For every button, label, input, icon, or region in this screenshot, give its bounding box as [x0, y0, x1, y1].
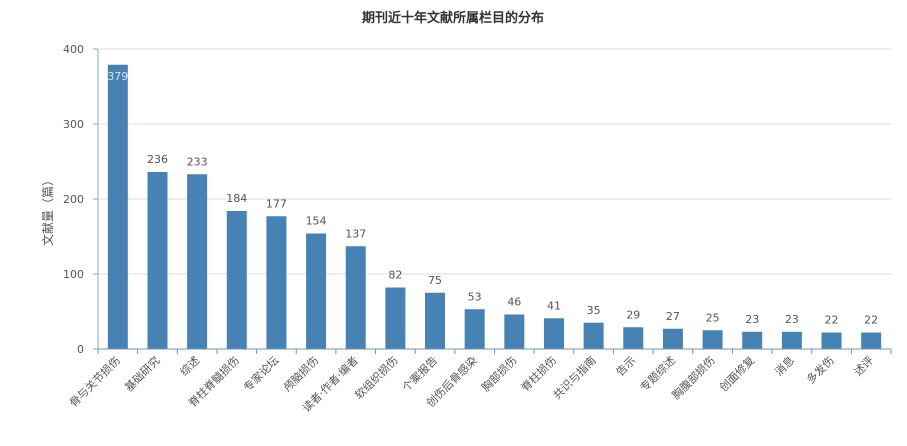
category-label: 专题综述 [637, 353, 678, 394]
data-label: 46 [507, 296, 521, 309]
bar [147, 172, 168, 349]
category-label: 骨与关节损伤 [66, 353, 123, 410]
data-label: 53 [468, 290, 482, 303]
category-label: 基础研究 [122, 353, 163, 394]
bar [306, 233, 327, 349]
category-label: 软组织损伤 [352, 353, 401, 402]
bar [107, 64, 128, 349]
data-label: 82 [388, 269, 402, 282]
data-label: 236 [147, 153, 168, 166]
data-label: 137 [345, 227, 366, 240]
data-label: 25 [706, 311, 720, 324]
bar [266, 216, 287, 349]
category-label: 共识与指南 [550, 353, 599, 402]
y-tick-label: 300 [63, 118, 84, 131]
y-axis-label: 文献量（篇） [40, 174, 55, 246]
data-label: 29 [626, 308, 640, 321]
data-label: 23 [785, 313, 799, 326]
category-label: 综述 [177, 353, 202, 378]
bar [226, 211, 247, 349]
category-label: 胸部损伤 [478, 353, 519, 394]
bar [385, 287, 406, 349]
data-label: 27 [666, 310, 680, 323]
category-label: 颅脑损伤 [280, 353, 321, 394]
bar [464, 309, 485, 349]
bar [345, 246, 366, 349]
bar [662, 328, 683, 349]
data-label: 184 [226, 192, 247, 205]
bar [623, 327, 644, 349]
y-tick-label: 400 [63, 43, 84, 56]
data-labels: 379 236 233 184 177 154 137 82 75 53 46 41 35 29 27 25 2… [107, 70, 878, 327]
bar [187, 174, 208, 349]
bar [702, 330, 723, 349]
category-label: 脊柱损伤 [518, 353, 559, 394]
bar [781, 331, 802, 349]
data-label: 22 [825, 314, 839, 327]
data-label: 177 [266, 197, 287, 210]
category-label: 告示 [614, 354, 639, 379]
category-label: 述评 [852, 354, 877, 379]
category-label: 专家论坛 [241, 353, 282, 394]
data-label: 41 [547, 299, 561, 312]
bar [583, 322, 604, 349]
data-label: 35 [587, 304, 601, 317]
data-label: 23 [745, 313, 759, 326]
bar [543, 318, 564, 349]
gridlines [98, 48, 891, 275]
bar [504, 314, 525, 349]
bar [821, 332, 842, 349]
bar [425, 292, 446, 349]
category-label: 个案报告 [399, 353, 440, 394]
bar [861, 332, 882, 349]
data-label: 154 [306, 215, 327, 228]
data-label: 233 [187, 155, 208, 168]
bars [107, 64, 882, 349]
data-label: 22 [864, 314, 878, 327]
category-label: 多发伤 [803, 353, 836, 386]
y-tick-label: 100 [63, 268, 84, 281]
category-label: 胸腹部损伤 [669, 353, 718, 402]
y-tick-label: 0 [77, 343, 84, 356]
category-label: 消息 [772, 353, 797, 378]
data-label: 379 [107, 70, 128, 83]
bar [742, 331, 763, 349]
chart-title: 期刊近十年文献所属栏目的分布 [362, 10, 544, 26]
category-label: 创面修复 [716, 353, 757, 394]
data-label: 75 [428, 274, 442, 287]
y-tick-label: 200 [63, 193, 84, 206]
